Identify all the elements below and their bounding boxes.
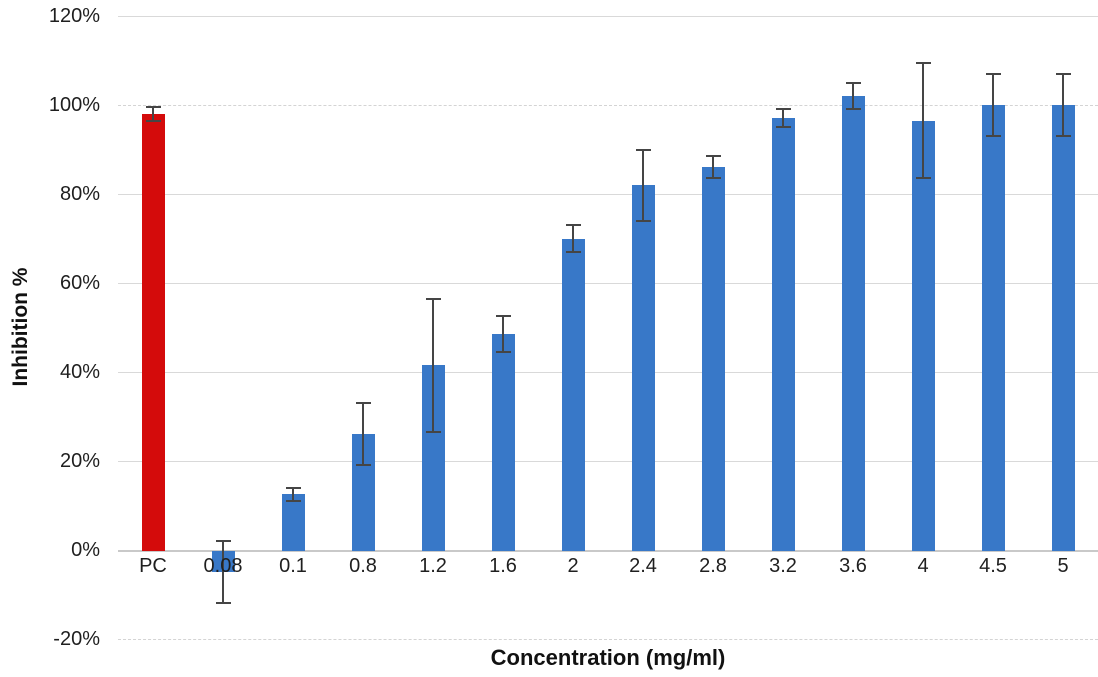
y-tick-label: 20%	[59, 450, 100, 472]
error-bar-4.5	[992, 73, 994, 137]
x-tick-label: 0.1	[279, 555, 307, 577]
error-bar-2.8	[712, 156, 714, 179]
error-bar-cap-bottom	[915, 177, 931, 180]
error-bar-cap-bottom	[705, 177, 721, 180]
bar-4.5	[981, 105, 1005, 551]
error-bar-cap-top	[565, 224, 581, 227]
error-bar-cap-bottom	[285, 500, 301, 503]
x-tick-label: 4.5	[979, 555, 1007, 577]
x-tick-label: 2.8	[699, 555, 727, 577]
error-bar-0.08	[222, 541, 224, 604]
error-bar-cap-bottom	[145, 119, 161, 122]
gridline	[118, 461, 1098, 462]
bar-0.1	[281, 494, 305, 551]
bar-3.6	[841, 96, 865, 551]
error-bar-cap-top	[495, 315, 511, 318]
error-bar-cap-bottom	[495, 350, 511, 353]
bar-PC	[141, 113, 165, 551]
x-tick-label: 0.8	[349, 555, 377, 577]
y-axis-title: Inhibition %	[9, 267, 32, 387]
y-tick-label: 80%	[59, 183, 100, 205]
x-tick-label: 2	[567, 555, 579, 577]
error-bar-4	[922, 62, 924, 179]
error-bar-cap-top	[1055, 72, 1071, 75]
x-tick-label: 1.6	[489, 555, 517, 577]
x-tick-label: 5	[1057, 555, 1069, 577]
error-bar-cap-bottom	[775, 126, 791, 129]
error-bar-0.8	[362, 403, 364, 466]
error-bar-cap-top	[355, 402, 371, 405]
bar-5	[1051, 105, 1075, 551]
gridline	[118, 105, 1098, 106]
gridline	[118, 16, 1098, 17]
error-bar-3.6	[852, 82, 854, 110]
y-tick-label: 120%	[48, 5, 100, 27]
error-bar-3.2	[782, 109, 784, 128]
error-bar-cap-bottom	[985, 135, 1001, 138]
y-tick-label: 0%	[71, 539, 100, 561]
x-tick-label: PC	[139, 555, 167, 577]
gridline	[118, 194, 1098, 195]
error-bar-cap-top	[215, 540, 231, 543]
error-bar-5	[1062, 73, 1064, 137]
gridline	[118, 372, 1098, 373]
x-tick-label: 2.4	[629, 555, 657, 577]
error-bar-1.6	[502, 316, 504, 352]
error-bar-1.2	[432, 298, 434, 433]
bar-1.6	[491, 334, 515, 551]
error-bar-cap-bottom	[215, 602, 231, 605]
error-bar-cap-bottom	[565, 250, 581, 253]
error-bar-cap-top	[425, 297, 441, 300]
x-tick-label: 1.2	[419, 555, 447, 577]
y-tick-label: 100%	[48, 94, 100, 116]
error-bar-2.4	[642, 149, 644, 221]
x-axis-baseline	[118, 550, 1098, 552]
error-bar-cap-top	[915, 61, 931, 64]
bar-2.4	[631, 185, 655, 551]
bar-1.2	[421, 365, 445, 551]
y-tick-label: 40%	[59, 361, 100, 383]
error-bar-cap-top	[775, 108, 791, 111]
error-bar-cap-top	[985, 72, 1001, 75]
error-bar-cap-bottom	[355, 464, 371, 467]
bar-2	[561, 238, 585, 551]
error-bar-cap-bottom	[845, 108, 861, 111]
bar-4	[911, 120, 935, 551]
error-bar-cap-bottom	[425, 431, 441, 434]
error-bar-cap-bottom	[1055, 135, 1071, 138]
error-bar-cap-top	[145, 106, 161, 109]
error-bar-cap-top	[845, 81, 861, 84]
bar-2.8	[701, 167, 725, 551]
y-tick-label: -20%	[53, 628, 100, 650]
x-tick-label: 0.08	[203, 555, 243, 577]
gridline	[118, 639, 1098, 640]
bar-0.8	[351, 434, 375, 551]
error-bar-cap-bottom	[635, 219, 651, 222]
error-bar-cap-top	[285, 486, 301, 489]
x-tick-label: 3.6	[839, 555, 867, 577]
bar-3.2	[771, 118, 795, 551]
error-bar-PC	[152, 107, 154, 121]
error-bar-2	[572, 225, 574, 252]
gridline	[118, 283, 1098, 284]
error-bar-cap-top	[635, 148, 651, 151]
error-bar-0.1	[292, 487, 294, 502]
error-bar-cap-top	[705, 155, 721, 158]
x-axis-title: Concentration (mg/ml)	[490, 645, 726, 670]
x-tick-label: 4	[917, 555, 929, 577]
x-tick-label: 3.2	[769, 555, 797, 577]
y-tick-label: 60%	[59, 272, 100, 294]
